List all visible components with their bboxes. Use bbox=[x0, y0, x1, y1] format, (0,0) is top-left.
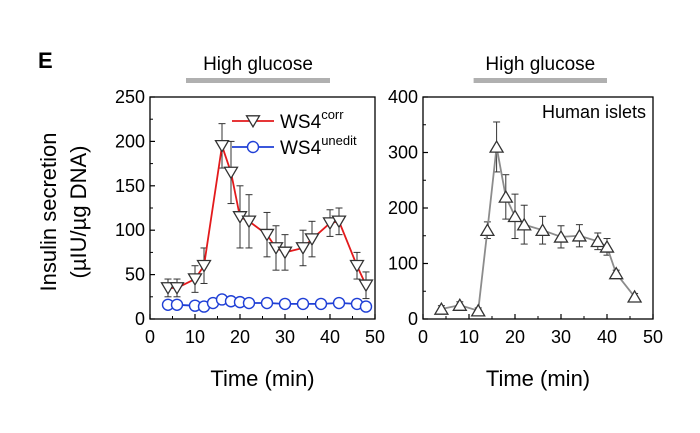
legend-label: WS4corr bbox=[280, 107, 344, 133]
y-tick-label: 0 bbox=[135, 309, 145, 329]
legend-marker bbox=[245, 115, 261, 129]
x-axis-label: Time (min) bbox=[486, 366, 590, 391]
data-point bbox=[241, 215, 257, 229]
data-point bbox=[553, 229, 569, 243]
data-point bbox=[571, 228, 588, 242]
data-point bbox=[187, 273, 203, 287]
legend-marker bbox=[246, 140, 260, 154]
x-tick-label: 20 bbox=[230, 327, 250, 347]
legend-label-superscript: unedit bbox=[321, 133, 357, 148]
data-point bbox=[314, 297, 328, 311]
data-point bbox=[331, 215, 347, 229]
high-glucose-bar bbox=[473, 78, 607, 83]
legend-label-human-islets: Human islets bbox=[542, 102, 646, 122]
data-point bbox=[358, 279, 374, 293]
x-tick-label: 20 bbox=[505, 327, 525, 347]
data-point bbox=[488, 139, 505, 153]
data-point bbox=[599, 239, 615, 253]
x-tick-label: 30 bbox=[275, 327, 295, 347]
x-tick-label: 50 bbox=[365, 327, 385, 347]
series-line bbox=[441, 146, 636, 312]
y-tick-label: 400 bbox=[388, 87, 418, 107]
series-0 bbox=[433, 121, 643, 317]
data-point bbox=[498, 189, 514, 203]
data-point bbox=[608, 266, 624, 280]
plot-frame bbox=[422, 96, 654, 320]
series-1 bbox=[161, 293, 373, 313]
series-0 bbox=[160, 123, 374, 300]
data-point bbox=[278, 297, 292, 311]
chart-ws4: 0 10 20 30 40 50 0 50 100 150 200 250 Time (min) High… bbox=[115, 54, 385, 391]
data-point bbox=[452, 297, 468, 311]
y-tick-label: 100 bbox=[388, 254, 418, 274]
data-point bbox=[304, 233, 320, 247]
x-tick-label: 50 bbox=[643, 327, 663, 347]
data-point bbox=[479, 223, 496, 237]
legend-item: WS4corr bbox=[232, 107, 344, 133]
x-tick-label: 40 bbox=[320, 327, 340, 347]
data-point bbox=[169, 282, 185, 296]
high-glucose-label: High glucose bbox=[485, 54, 595, 75]
data-point bbox=[516, 217, 532, 231]
y-tick-label: 200 bbox=[115, 131, 145, 151]
y-tick-label: 100 bbox=[115, 220, 145, 240]
data-point bbox=[295, 242, 311, 256]
x-tick-label: 10 bbox=[185, 327, 205, 347]
y-axis-label-line2: (µIU/µg DNA) bbox=[66, 146, 91, 279]
data-point bbox=[322, 217, 338, 231]
legend-item: WS4unedit bbox=[232, 133, 357, 159]
data-point bbox=[433, 301, 450, 315]
data-point bbox=[170, 298, 184, 311]
data-point bbox=[214, 139, 230, 153]
data-point bbox=[160, 282, 176, 296]
data-point bbox=[223, 166, 239, 180]
chart-human-islets: 0 10 20 30 40 50 0 100 200 300 400 Time (min) High g… bbox=[388, 54, 663, 391]
high-glucose-label: High glucose bbox=[203, 54, 313, 75]
legend-label-superscript: corr bbox=[321, 107, 344, 122]
x-tick-label: 10 bbox=[459, 327, 479, 347]
data-point bbox=[332, 296, 346, 310]
y-tick-label: 200 bbox=[388, 198, 418, 218]
data-point bbox=[242, 296, 256, 310]
data-point bbox=[277, 246, 293, 260]
data-point bbox=[260, 296, 274, 310]
y-tick-label: 0 bbox=[408, 309, 418, 329]
y-axis-label-line1: Insulin secretion bbox=[36, 133, 61, 292]
x-axis-label: Time (min) bbox=[210, 366, 314, 391]
y-tick-label: 50 bbox=[125, 265, 145, 285]
data-point bbox=[590, 234, 606, 248]
data-point bbox=[296, 297, 310, 311]
data-point bbox=[626, 289, 643, 303]
legend-label-base: WS4 bbox=[280, 112, 322, 133]
x-tick-label: 0 bbox=[418, 327, 428, 347]
data-point bbox=[349, 259, 365, 273]
y-tick-label: 150 bbox=[115, 176, 145, 196]
y-tick-label: 300 bbox=[388, 143, 418, 163]
high-glucose-bar bbox=[186, 78, 330, 83]
y-tick-label: 250 bbox=[115, 87, 145, 107]
legend-label-base: WS4 bbox=[280, 138, 322, 159]
x-tick-label: 40 bbox=[597, 327, 617, 347]
x-tick-label: 0 bbox=[145, 327, 155, 347]
x-tick-label: 30 bbox=[551, 327, 571, 347]
data-point bbox=[507, 209, 523, 223]
legend-label: WS4unedit bbox=[280, 133, 357, 159]
data-point bbox=[534, 223, 551, 237]
data-point bbox=[470, 303, 486, 317]
data-point bbox=[259, 228, 275, 242]
data-point bbox=[359, 300, 373, 313]
panel-label: E bbox=[38, 48, 53, 73]
data-point bbox=[196, 259, 212, 273]
